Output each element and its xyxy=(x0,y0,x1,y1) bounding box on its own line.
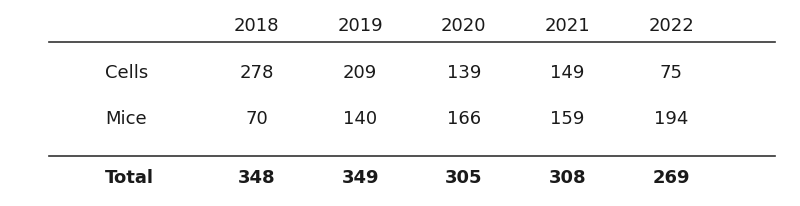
Text: 269: 269 xyxy=(652,169,690,187)
Text: 308: 308 xyxy=(549,169,586,187)
Text: 2022: 2022 xyxy=(648,17,694,35)
Text: 278: 278 xyxy=(239,63,274,82)
Text: Total: Total xyxy=(105,169,154,187)
Text: 194: 194 xyxy=(654,110,688,128)
Text: 209: 209 xyxy=(343,63,378,82)
Text: 2019: 2019 xyxy=(338,17,383,35)
Text: 149: 149 xyxy=(550,63,585,82)
Text: Cells: Cells xyxy=(105,63,148,82)
Text: 70: 70 xyxy=(245,110,268,128)
Text: 2021: 2021 xyxy=(545,17,590,35)
Text: 349: 349 xyxy=(342,169,379,187)
Text: 140: 140 xyxy=(343,110,378,128)
Text: 75: 75 xyxy=(659,63,682,82)
Text: 2018: 2018 xyxy=(234,17,279,35)
Text: Mice: Mice xyxy=(105,110,146,128)
Text: 139: 139 xyxy=(446,63,481,82)
Text: 305: 305 xyxy=(445,169,482,187)
Text: 2020: 2020 xyxy=(441,17,486,35)
Text: 348: 348 xyxy=(238,169,275,187)
Text: 166: 166 xyxy=(446,110,481,128)
Text: 159: 159 xyxy=(550,110,585,128)
